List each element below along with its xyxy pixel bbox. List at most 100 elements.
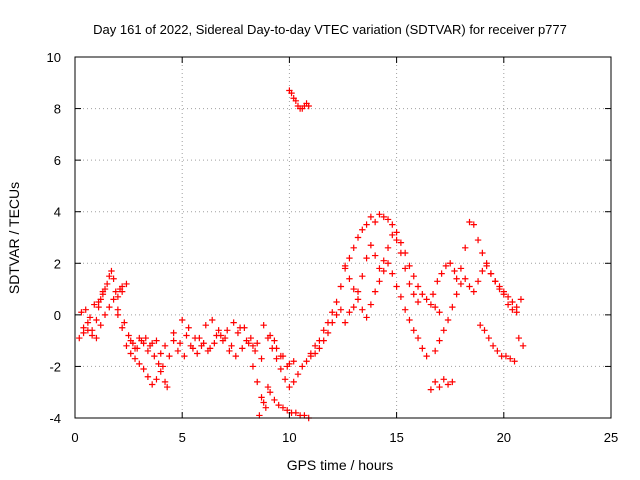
data-point: [440, 327, 447, 334]
data-point: [226, 347, 233, 355]
data-point: [434, 278, 441, 285]
data-point: [266, 389, 274, 396]
x-tick-label: 5: [179, 430, 186, 445]
data-point: [151, 352, 158, 360]
data-point: [504, 293, 512, 301]
data-point: [110, 275, 117, 282]
data-point: [401, 265, 409, 272]
data-point: [131, 345, 139, 352]
data-point: [442, 262, 450, 270]
chart-title: Day 161 of 2022, Sidereal Day-to-day VTE…: [93, 22, 567, 37]
data-point: [140, 365, 147, 373]
data-point: [479, 267, 486, 275]
data-point: [93, 316, 100, 324]
data-point: [500, 291, 507, 298]
data-point: [489, 342, 497, 349]
data-point: [234, 329, 242, 337]
data-point: [509, 306, 516, 313]
data-point: [80, 324, 87, 331]
data-point: [359, 272, 366, 280]
data-point: [284, 363, 291, 370]
data-point: [187, 342, 194, 349]
data-point: [86, 314, 94, 321]
data-point: [269, 345, 276, 352]
data-point: [170, 329, 177, 337]
data-point: [271, 396, 278, 404]
data-point: [329, 309, 336, 316]
data-point: [504, 301, 512, 308]
y-tick-label: 4: [54, 205, 61, 220]
data-point: [281, 376, 289, 383]
data-point: [363, 314, 370, 321]
data-point: [140, 340, 147, 347]
data-point: [483, 262, 490, 270]
data-point: [359, 226, 366, 233]
series-afternoon-dip: [249, 345, 319, 422]
data-point: [359, 306, 366, 313]
data-point: [209, 316, 216, 324]
data-point: [410, 291, 417, 298]
data-point: [363, 254, 370, 262]
plot-frame: [74, 56, 612, 419]
data-point: [275, 401, 282, 409]
data-point: [384, 244, 392, 252]
data-point: [431, 347, 439, 355]
data-point: [144, 347, 152, 355]
data-point: [410, 272, 417, 280]
data-point: [243, 337, 250, 344]
data-point: [198, 342, 205, 349]
data-point: [393, 236, 400, 244]
data-point: [414, 298, 422, 306]
y-tick-label: 2: [54, 256, 61, 271]
data-point: [389, 270, 396, 277]
data-point: [341, 265, 349, 272]
data-point: [219, 337, 227, 344]
data-point: [294, 370, 302, 378]
data-point: [254, 378, 261, 386]
data-point: [397, 249, 405, 257]
x-tick-label: 15: [389, 430, 403, 445]
data-point: [170, 337, 177, 344]
data-point: [161, 342, 169, 349]
data-point: [131, 355, 139, 362]
data-point: [457, 280, 465, 288]
data-point: [251, 347, 259, 355]
data-point: [431, 303, 439, 311]
series-midday-band: [170, 316, 297, 370]
data-point: [507, 355, 514, 362]
data-point: [215, 327, 222, 334]
data-point: [350, 244, 357, 252]
data-point: [466, 283, 473, 290]
data-point: [106, 303, 113, 311]
series-morning-trend: [114, 311, 177, 391]
data-point: [78, 309, 85, 316]
data-point: [303, 358, 310, 365]
data-point: [509, 298, 516, 306]
data-point: [346, 275, 353, 282]
x-axis-tick-labels: 0 5 10 15 20 25: [71, 430, 618, 445]
data-point: [305, 102, 312, 110]
data-point: [316, 345, 323, 352]
data-point: [496, 285, 503, 293]
data-point: [264, 383, 272, 391]
data-point: [311, 342, 319, 349]
data-point: [423, 296, 430, 303]
data-point: [371, 288, 379, 295]
series-early-cluster: [76, 267, 130, 342]
data-point: [123, 342, 130, 349]
data-point: [76, 334, 83, 342]
data-point: [354, 234, 362, 241]
data-point: [157, 350, 164, 357]
data-point: [99, 291, 107, 298]
x-tick-label: 20: [497, 430, 511, 445]
grid: [75, 57, 611, 418]
data-point: [367, 213, 375, 221]
data-point: [419, 291, 426, 298]
data-point: [423, 352, 430, 360]
data-point: [258, 355, 265, 362]
data-point: [247, 334, 255, 342]
data-point: [436, 383, 443, 391]
data-point: [148, 340, 156, 347]
data-point: [410, 327, 417, 334]
